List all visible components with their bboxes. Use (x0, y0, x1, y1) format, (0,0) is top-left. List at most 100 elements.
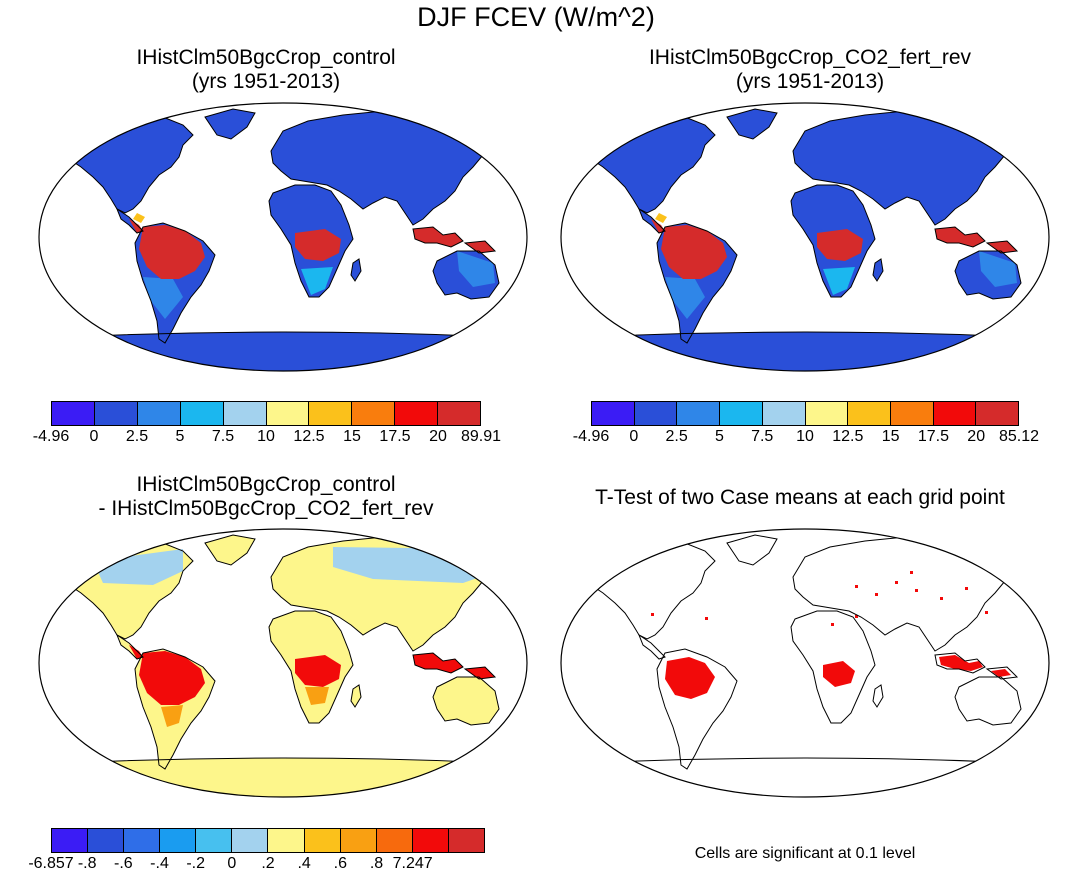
tropical-africa (295, 655, 341, 687)
colorbar-swatch (976, 402, 1019, 425)
centralamerica-warm (655, 213, 667, 223)
land-greenland (727, 535, 777, 565)
colorbar-tick-label: 7.5 (211, 428, 235, 445)
colorbar-swatch (340, 829, 377, 852)
colorbar-tick-label: 5 (714, 428, 724, 445)
panel-a-title: IHistClm50BgcCrop_control (yrs 1951-2013… (40, 46, 492, 94)
colorbar-swatch (376, 829, 413, 852)
panel-b-title-line1: IHistClm50BgcCrop_CO2_fert_rev (648, 46, 972, 69)
significant-cell (705, 617, 708, 620)
significant-cell (855, 585, 858, 588)
coastline-southAmerica (134, 648, 216, 770)
panel-c-title-line2: - IHistClm50BgcCrop_CO2_fert_rev (98, 497, 434, 520)
significant-cell (855, 615, 858, 618)
panel-d-title: T-Test of two Case means at each grid po… (555, 486, 1045, 510)
southamerica-south (143, 277, 183, 319)
panel-a-title-line1: IHistClm50BgcCrop_control (136, 46, 396, 69)
land-antarctica (69, 758, 499, 797)
colorbar-swatch (412, 829, 449, 852)
colorbar-swatch (180, 402, 224, 425)
colorbar-swatch (88, 829, 125, 852)
colorbar-swatch (438, 402, 481, 425)
coastline-madagascar (350, 684, 362, 708)
map-panel-ttest (560, 528, 1050, 798)
colorbar-tick-label: .4 (297, 855, 311, 872)
coastline-indonesia (934, 652, 986, 674)
land-centralAmerica (639, 635, 665, 659)
significant-cell (831, 623, 834, 626)
colorbar-tick-label: 0 (89, 428, 99, 445)
significance-note: Cells are significant at 0.1 level (694, 845, 916, 862)
coastline-newGuinea (985, 666, 1019, 680)
map-panel-difference (38, 528, 528, 798)
map-panel-co2-fert-rev (560, 102, 1050, 372)
colorbar-tick-label: 20 (967, 428, 986, 445)
map-border (38, 528, 528, 798)
colorbar-swatch (266, 402, 310, 425)
coastline-africa (268, 184, 354, 298)
land-antarctica (591, 758, 1021, 797)
colorbar-swatch (309, 402, 353, 425)
colorbar-difference (51, 828, 485, 853)
land-greenland (205, 109, 255, 139)
coastline-indonesia (412, 652, 464, 674)
significant-cell (915, 589, 918, 592)
colorbar-co2-fert-rev (591, 401, 1019, 426)
figure-title: DJF FCEV (W/m^2) (417, 2, 655, 32)
land-madagascar (873, 685, 883, 707)
coastline-southAmerica (656, 648, 738, 770)
coastline-greenland (726, 108, 778, 140)
significant-cell (651, 613, 654, 616)
colorbar-swatch (634, 402, 678, 425)
coastline-madagascar (872, 258, 884, 282)
map-land-layer (572, 108, 1036, 371)
colorbar-tick-label: 15 (881, 428, 900, 445)
significant-cell (910, 571, 913, 574)
land-eurasia (793, 537, 1035, 651)
colorbar-swatch (720, 402, 763, 425)
colorbar-swatch (395, 402, 439, 425)
coastline-africa (790, 184, 876, 298)
colorbar-swatch (890, 402, 934, 425)
colorbar-tick-label: 12.5 (832, 428, 864, 445)
colorbar-tick-label: 89.91 (460, 428, 502, 445)
colorbar-swatch (304, 829, 341, 852)
land-madagascar (351, 259, 361, 281)
significant-cells-newGuinea (991, 669, 1011, 677)
colorbar-swatch (805, 402, 849, 425)
coastline-australia (432, 676, 500, 726)
panel-c-title: IHistClm50BgcCrop_control - IHistClm50Bg… (40, 473, 492, 521)
colorbar-swatch (124, 829, 161, 852)
colorbar-tick-label: 2.5 (665, 428, 688, 445)
colorbar-swatch (933, 402, 977, 425)
coastline-africa (790, 610, 876, 724)
colorbar-tick-label: -4.96 (572, 428, 610, 445)
colorbar-tick-label: 7.5 (751, 428, 774, 445)
subtropical-southamerica (161, 705, 183, 727)
panel-b-title-line2: (yrs 1951-2013) (735, 70, 885, 93)
coastline-newGuinea (463, 240, 497, 254)
colorbar-control (51, 401, 481, 426)
colorbar-tick-label: 0 (227, 855, 237, 872)
colorbar-tick-label: 2.5 (125, 428, 149, 445)
africa-south (823, 267, 855, 295)
colorbar-tick-label: 12.5 (293, 428, 325, 445)
colorbar-tick-label: .6 (333, 855, 347, 872)
colorbar-swatch (448, 829, 484, 852)
map-border (560, 528, 1050, 798)
significant-cell (940, 597, 943, 600)
colorbar-tick-label: 10 (257, 428, 275, 445)
colorbar-swatch (352, 402, 396, 425)
colorbar-tick-label: -.6 (113, 855, 133, 872)
colorbar-swatch (137, 402, 181, 425)
tropical-southAmerica (661, 225, 727, 279)
tropical-centralAmerica (129, 219, 143, 233)
map-border (38, 102, 528, 372)
africa-south (301, 267, 333, 295)
australia-north (979, 251, 1017, 287)
colorbar-tick-label: 0 (629, 428, 639, 445)
colorbar-tick-label: .8 (369, 855, 384, 872)
tropical-africa (817, 229, 863, 261)
coastline-greenland (726, 534, 778, 566)
land-greenland (727, 109, 777, 139)
